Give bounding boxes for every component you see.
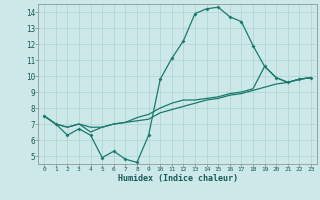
X-axis label: Humidex (Indice chaleur): Humidex (Indice chaleur): [118, 174, 238, 183]
